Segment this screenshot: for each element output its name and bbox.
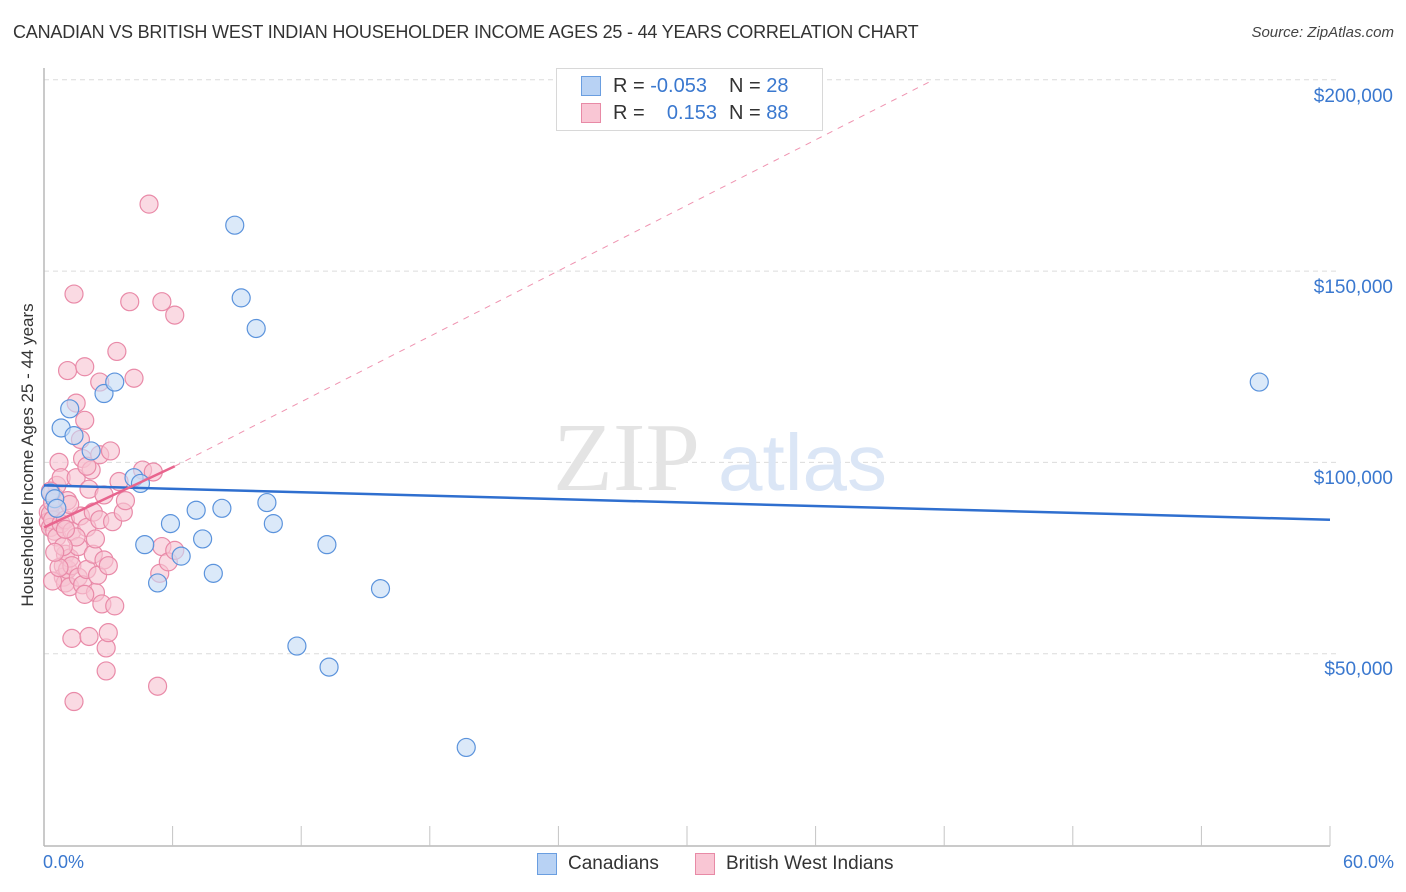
data-point[interactable] bbox=[105, 372, 125, 392]
data-point[interactable] bbox=[115, 491, 136, 511]
data-point[interactable] bbox=[64, 426, 84, 446]
data-point[interactable] bbox=[64, 691, 84, 712]
svg-text:atlas: atlas bbox=[718, 418, 887, 507]
data-point[interactable] bbox=[1249, 372, 1269, 392]
x-axis-ticks bbox=[172, 826, 1331, 846]
data-point[interactable] bbox=[257, 492, 277, 513]
r-label: R = bbox=[613, 74, 645, 97]
data-point[interactable] bbox=[225, 215, 245, 235]
bwi-trend-extension bbox=[174, 79, 934, 467]
watermark: ZIP atlas bbox=[553, 404, 887, 512]
data-point[interactable] bbox=[317, 535, 337, 555]
y-tick-150k: $150,000 bbox=[1313, 277, 1393, 298]
data-point[interactable] bbox=[75, 410, 95, 430]
y-tick-200k: $200,000 bbox=[1313, 86, 1393, 107]
x-tick-min: 0.0% bbox=[43, 852, 85, 872]
data-point[interactable] bbox=[203, 563, 223, 583]
data-point[interactable] bbox=[246, 318, 266, 339]
n-label: N = bbox=[729, 74, 761, 97]
trend-lines bbox=[43, 79, 1331, 529]
svg-text:ZIP: ZIP bbox=[553, 404, 700, 512]
data-point[interactable] bbox=[96, 661, 116, 681]
data-point[interactable] bbox=[60, 399, 80, 419]
data-point[interactable] bbox=[287, 636, 307, 656]
pink-swatch-icon bbox=[695, 853, 715, 875]
blue-swatch-icon bbox=[537, 853, 557, 875]
data-point[interactable] bbox=[62, 628, 82, 648]
legend-label: British West Indians bbox=[726, 853, 894, 874]
blue-points bbox=[40, 215, 1269, 758]
data-point[interactable] bbox=[165, 305, 185, 325]
data-point[interactable] bbox=[75, 357, 95, 377]
data-point[interactable] bbox=[139, 194, 159, 214]
legend-item-british-west-indians[interactable]: British West Indians bbox=[695, 853, 894, 875]
pink-swatch-icon bbox=[581, 103, 601, 123]
data-point[interactable] bbox=[64, 284, 84, 304]
data-point[interactable] bbox=[171, 546, 191, 566]
r-value: 0.153 bbox=[666, 101, 717, 124]
legend-row-canadians: R = -0.053 N = 28 bbox=[581, 74, 789, 98]
data-point[interactable] bbox=[263, 514, 283, 534]
canadians-trend-line bbox=[43, 484, 1331, 522]
gridlines bbox=[44, 79, 1340, 655]
series-legend: Canadians British West Indians bbox=[0, 853, 1406, 877]
correlation-legend: R = -0.053 N = 28 R = 0.153 N = 88 bbox=[556, 68, 823, 131]
data-point[interactable] bbox=[81, 441, 101, 461]
legend-item-canadians[interactable]: Canadians bbox=[537, 853, 659, 875]
bwi-trend-line bbox=[43, 465, 176, 529]
data-point[interactable] bbox=[319, 657, 339, 677]
y-tick-100k: $100,000 bbox=[1313, 468, 1393, 489]
data-point[interactable] bbox=[147, 676, 168, 696]
data-point[interactable] bbox=[120, 292, 140, 312]
data-point[interactable] bbox=[152, 292, 172, 312]
data-point[interactable] bbox=[231, 288, 251, 308]
data-point[interactable] bbox=[370, 579, 391, 599]
data-point[interactable] bbox=[160, 514, 181, 534]
data-point[interactable] bbox=[98, 623, 118, 643]
data-point[interactable] bbox=[85, 529, 106, 549]
pink-points bbox=[38, 194, 185, 712]
chart-title: CANADIAN VS BRITISH WEST INDIAN HOUSEHOL… bbox=[13, 22, 919, 42]
data-point[interactable] bbox=[124, 368, 144, 388]
legend-label: Canadians bbox=[568, 853, 659, 874]
r-value: -0.053 bbox=[650, 74, 707, 97]
y-axis-label: Householder Income Ages 25 - 44 years bbox=[18, 303, 37, 607]
data-point[interactable] bbox=[57, 360, 78, 381]
data-point[interactable] bbox=[75, 584, 95, 604]
data-point[interactable] bbox=[456, 737, 476, 758]
n-value: 28 bbox=[766, 74, 789, 97]
source-label: Source: ZipAtlas.com bbox=[1251, 24, 1394, 41]
y-tick-50k: $50,000 bbox=[1324, 659, 1393, 680]
data-point[interactable] bbox=[105, 596, 125, 616]
data-point[interactable] bbox=[107, 341, 127, 362]
data-point[interactable] bbox=[47, 498, 67, 518]
data-point[interactable] bbox=[55, 519, 76, 539]
blue-swatch-icon bbox=[581, 76, 601, 96]
data-point[interactable] bbox=[193, 529, 213, 549]
data-point[interactable] bbox=[186, 500, 206, 520]
data-point[interactable] bbox=[212, 498, 232, 518]
n-label: N = bbox=[729, 101, 761, 124]
data-point[interactable] bbox=[100, 441, 121, 461]
data-point[interactable] bbox=[135, 535, 155, 555]
data-point[interactable] bbox=[45, 542, 65, 562]
n-value: 88 bbox=[766, 101, 789, 124]
legend-row-british-west-indians: R = 0.153 N = 88 bbox=[581, 101, 789, 125]
data-point[interactable] bbox=[147, 573, 168, 593]
x-tick-max: 60.0% bbox=[1342, 852, 1394, 872]
data-point[interactable] bbox=[79, 626, 99, 647]
r-label: R = bbox=[613, 101, 645, 124]
data-point[interactable] bbox=[98, 556, 118, 576]
